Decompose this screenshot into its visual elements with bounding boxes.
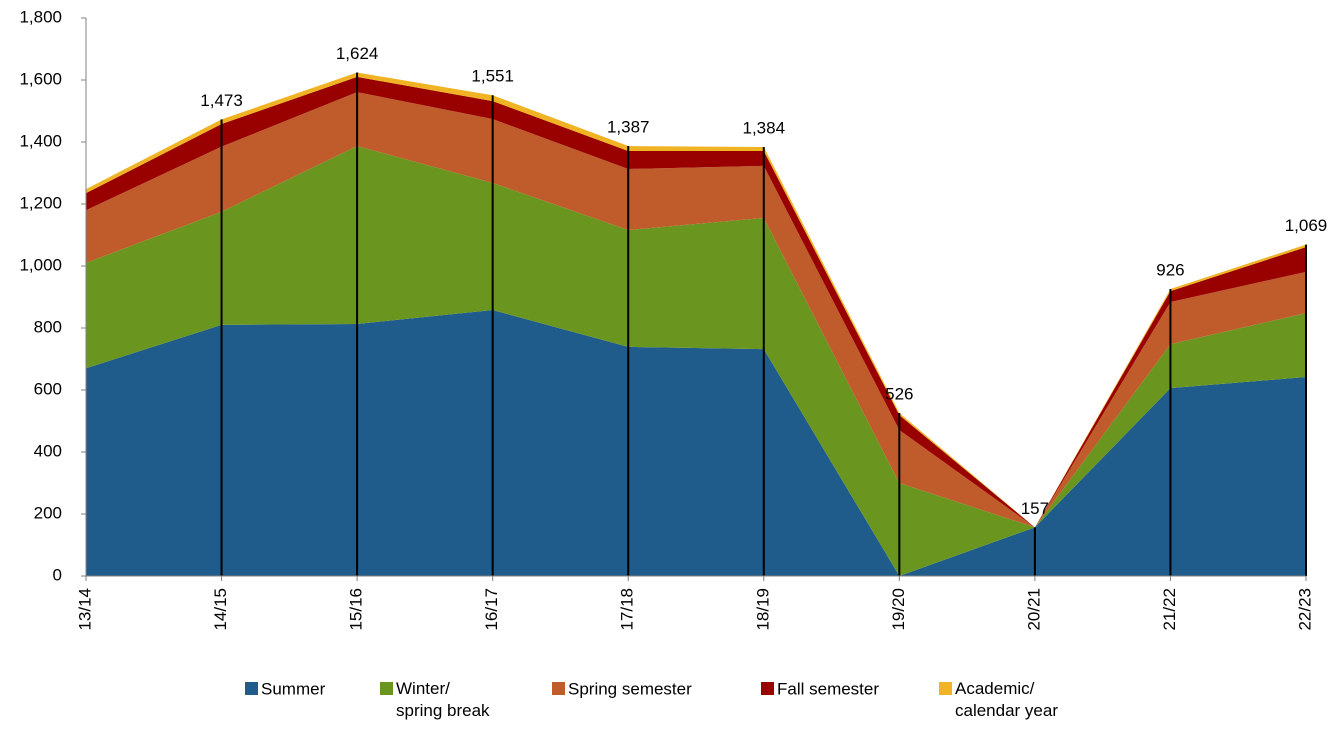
x-tick-label: 15/16 — [347, 588, 366, 631]
y-tick-label: 800 — [34, 317, 62, 336]
legend-swatch — [245, 682, 258, 695]
total-label: 1,551 — [471, 67, 514, 86]
total-label: 1,624 — [336, 44, 379, 63]
x-tick-label: 16/17 — [482, 588, 501, 631]
total-label: 926 — [1156, 260, 1184, 279]
legend-label: Summer — [261, 679, 326, 698]
legend-label: Winter/spring break — [396, 679, 490, 720]
y-tick-label: 1,400 — [19, 131, 62, 150]
total-label: 1,384 — [743, 118, 786, 137]
legend-swatch — [552, 682, 565, 695]
legend-swatch — [761, 682, 774, 695]
x-tick-label: 17/18 — [618, 588, 637, 631]
y-tick-label: 1,600 — [19, 69, 62, 88]
total-label: 1,069 — [1285, 216, 1328, 235]
area — [86, 146, 1306, 576]
y-tick-label: 600 — [34, 379, 62, 398]
y-tick-label: 1,200 — [19, 193, 62, 212]
y-tick-label: 200 — [34, 503, 62, 522]
y-tick-label: 400 — [34, 441, 62, 460]
y-tick-label: 1,000 — [19, 255, 62, 274]
area — [86, 310, 1306, 576]
x-tick-label: 21/22 — [1160, 588, 1179, 631]
x-tick-label: 20/21 — [1024, 588, 1043, 631]
area — [86, 76, 1306, 528]
legend-swatch — [939, 682, 952, 695]
legend-swatch — [380, 682, 393, 695]
y-tick-label: 1,800 — [19, 7, 62, 26]
x-tick-label: 14/15 — [211, 588, 230, 631]
y-tick-label: 0 — [53, 565, 62, 584]
legend-label: Fall semester — [777, 679, 879, 698]
x-tick-label: 22/23 — [1295, 588, 1314, 631]
total-label: 526 — [885, 384, 913, 403]
x-tick-label: 18/19 — [753, 588, 772, 631]
area — [86, 92, 1306, 528]
total-label: 1,387 — [607, 118, 650, 137]
total-label: 1,473 — [200, 91, 243, 110]
x-tick-label: 19/20 — [889, 588, 908, 631]
legend-label: Academic/calendar year — [955, 679, 1058, 720]
x-tick-label: 13/14 — [75, 588, 94, 631]
legend-label: Spring semester — [568, 679, 692, 698]
total-label: 157 — [1021, 499, 1049, 518]
